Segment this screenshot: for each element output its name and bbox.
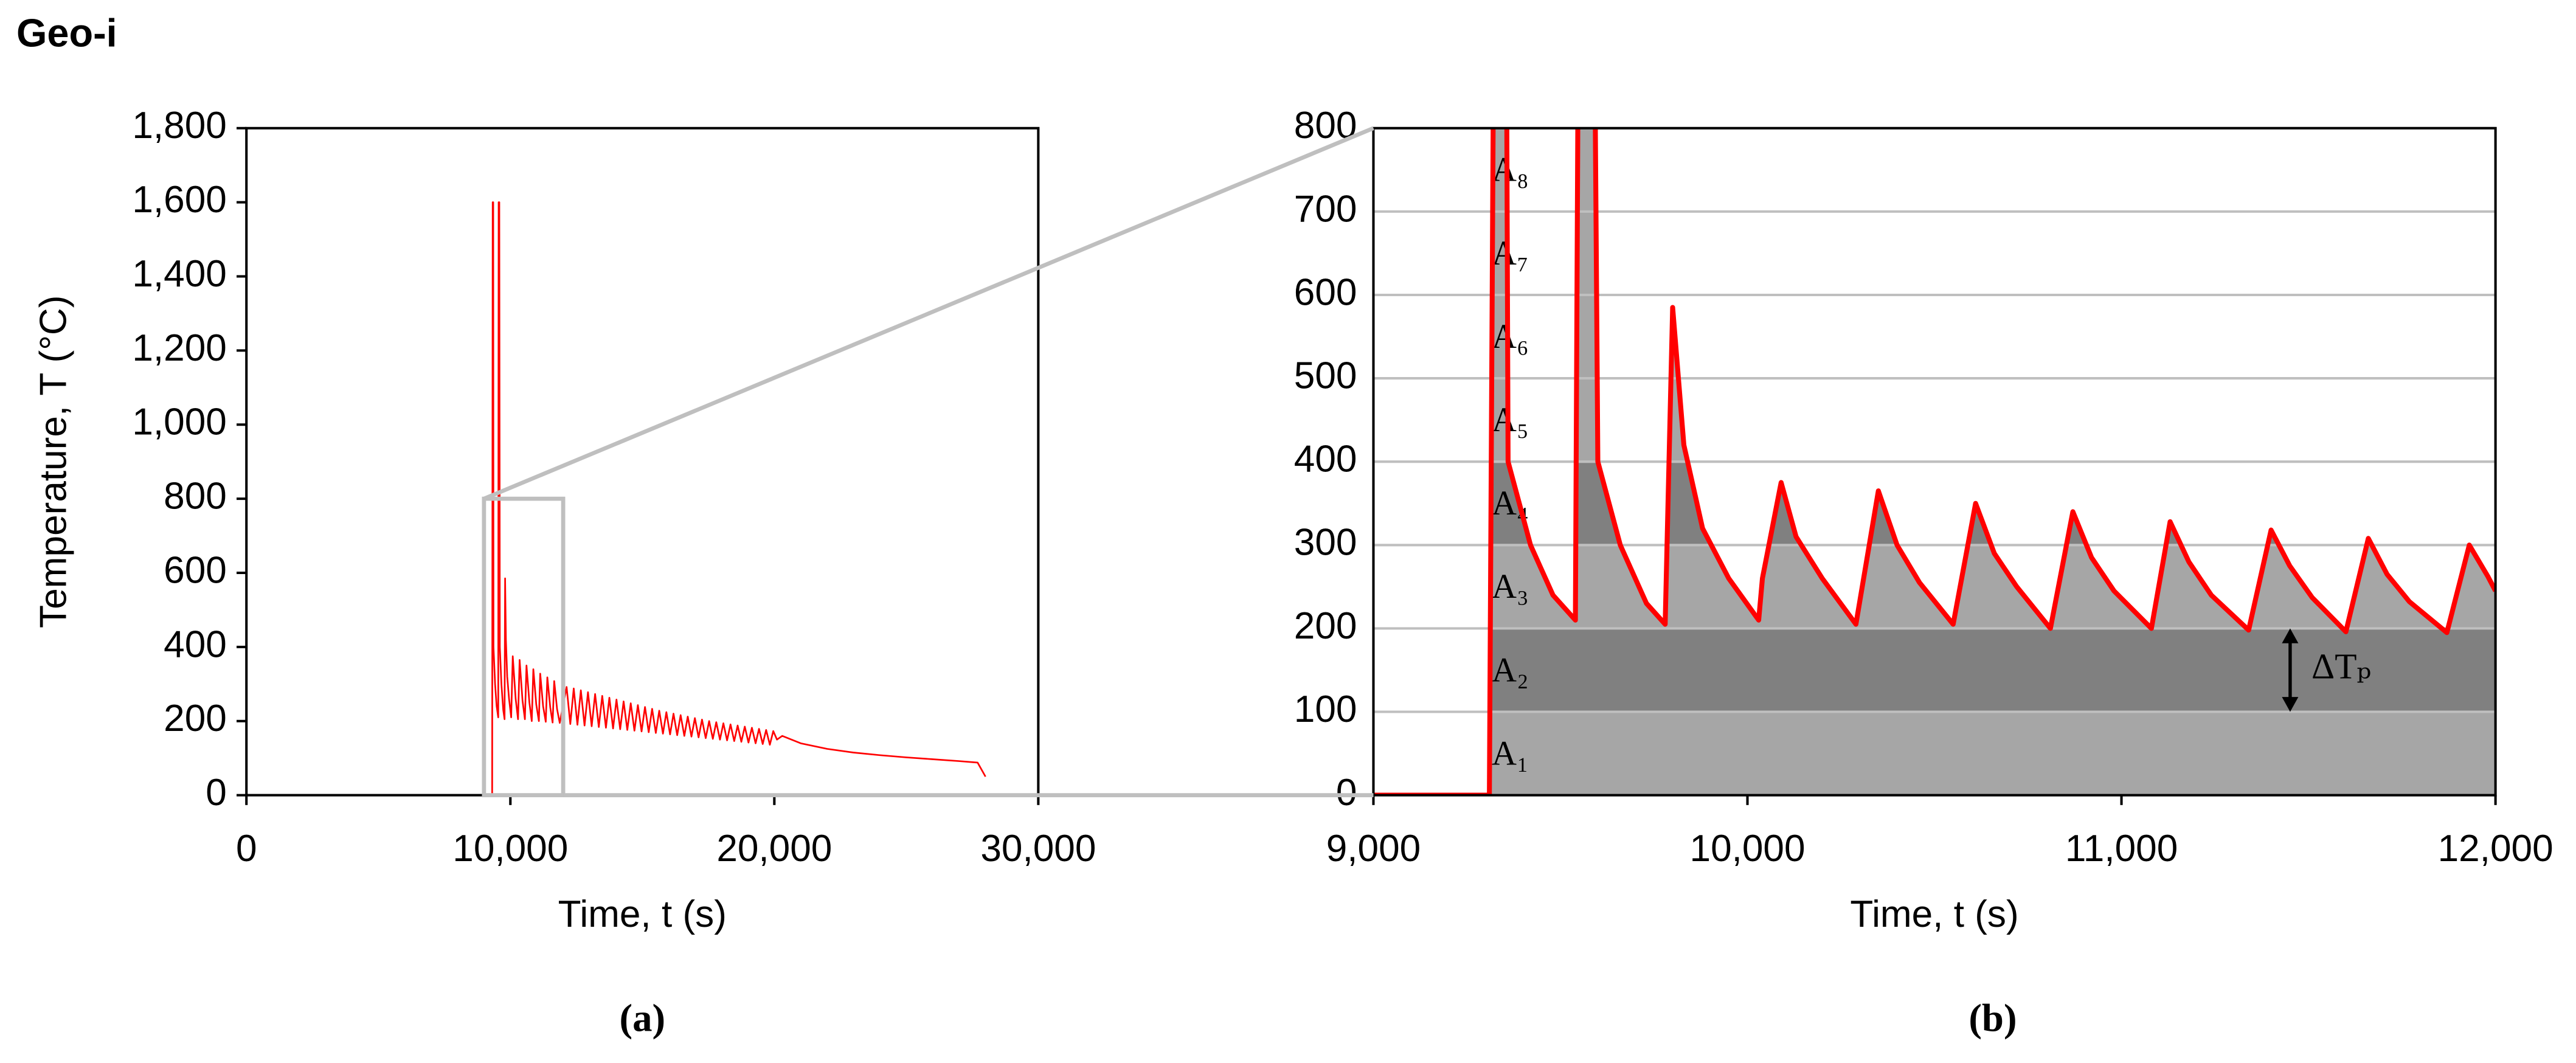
y-tick-label: 400	[1294, 438, 1357, 480]
panel-label: (a)	[620, 996, 666, 1040]
y-tick-label: 400	[164, 623, 227, 665]
y-tick-label: 1,600	[132, 179, 226, 221]
arrow-head	[2282, 628, 2299, 643]
y-tick-label: 800	[164, 476, 227, 518]
y-tick-label: 1,800	[132, 105, 226, 147]
band	[1373, 294, 2496, 379]
x-tick-label: 0	[236, 828, 257, 870]
y-tick-label: 0	[206, 772, 227, 814]
series-line	[246, 201, 986, 796]
band-label: A₂	[1492, 651, 1529, 689]
y-tick-label: 1,400	[132, 253, 226, 295]
band	[1373, 462, 2496, 545]
band-label: A₆	[1492, 317, 1529, 356]
x-axis-title: Time, t (s)	[1850, 893, 2018, 935]
y-tick-label: 600	[164, 549, 227, 591]
y-axis-title: Temperature, T (°C)	[32, 296, 74, 628]
band-label: A₇	[1492, 234, 1529, 272]
band	[1373, 211, 2496, 295]
band	[1373, 712, 2496, 795]
zoom-box	[482, 496, 566, 797]
x-tick-label: 20,000	[716, 828, 832, 870]
x-tick-label: 10,000	[452, 828, 568, 870]
y-tick-label: 0	[1336, 772, 1357, 814]
y-tick-label: 1,200	[132, 327, 226, 369]
zoom-line	[483, 126, 1374, 501]
y-tick-label: 300	[1294, 522, 1357, 564]
x-axis-title: Time, t (s)	[558, 893, 727, 935]
annotation: ΔTₚ	[2311, 646, 2371, 687]
panel-label: (b)	[1968, 996, 2017, 1040]
y-tick-label: 200	[164, 698, 227, 739]
y-tick-label: 100	[1294, 688, 1357, 730]
y-tick-label: 600	[1294, 271, 1357, 313]
band-label: A₈	[1492, 151, 1529, 189]
y-tick-label: 200	[1294, 605, 1357, 647]
band	[1373, 628, 2496, 712]
series-line	[1373, 128, 2496, 795]
y-tick-label: 500	[1294, 355, 1357, 396]
plot-frame	[245, 126, 1040, 797]
x-tick-label: 11,000	[2065, 828, 2178, 870]
y-tick-label: 700	[1294, 188, 1357, 230]
x-tick-label: 9,000	[1326, 828, 1421, 870]
y-tick-label: 1,000	[132, 401, 226, 443]
x-tick-label: 30,000	[980, 828, 1096, 870]
plot-frame	[1372, 126, 2497, 797]
x-tick-label: 12,000	[2438, 828, 2553, 870]
band-label: A₃	[1492, 567, 1529, 606]
band	[1373, 128, 2496, 212]
header: Geo-i	[16, 11, 117, 55]
band-label: A₁	[1492, 734, 1529, 772]
x-tick-label: 10,000	[1690, 828, 1806, 870]
band	[1373, 378, 2496, 462]
arrow-head	[2282, 697, 2299, 712]
